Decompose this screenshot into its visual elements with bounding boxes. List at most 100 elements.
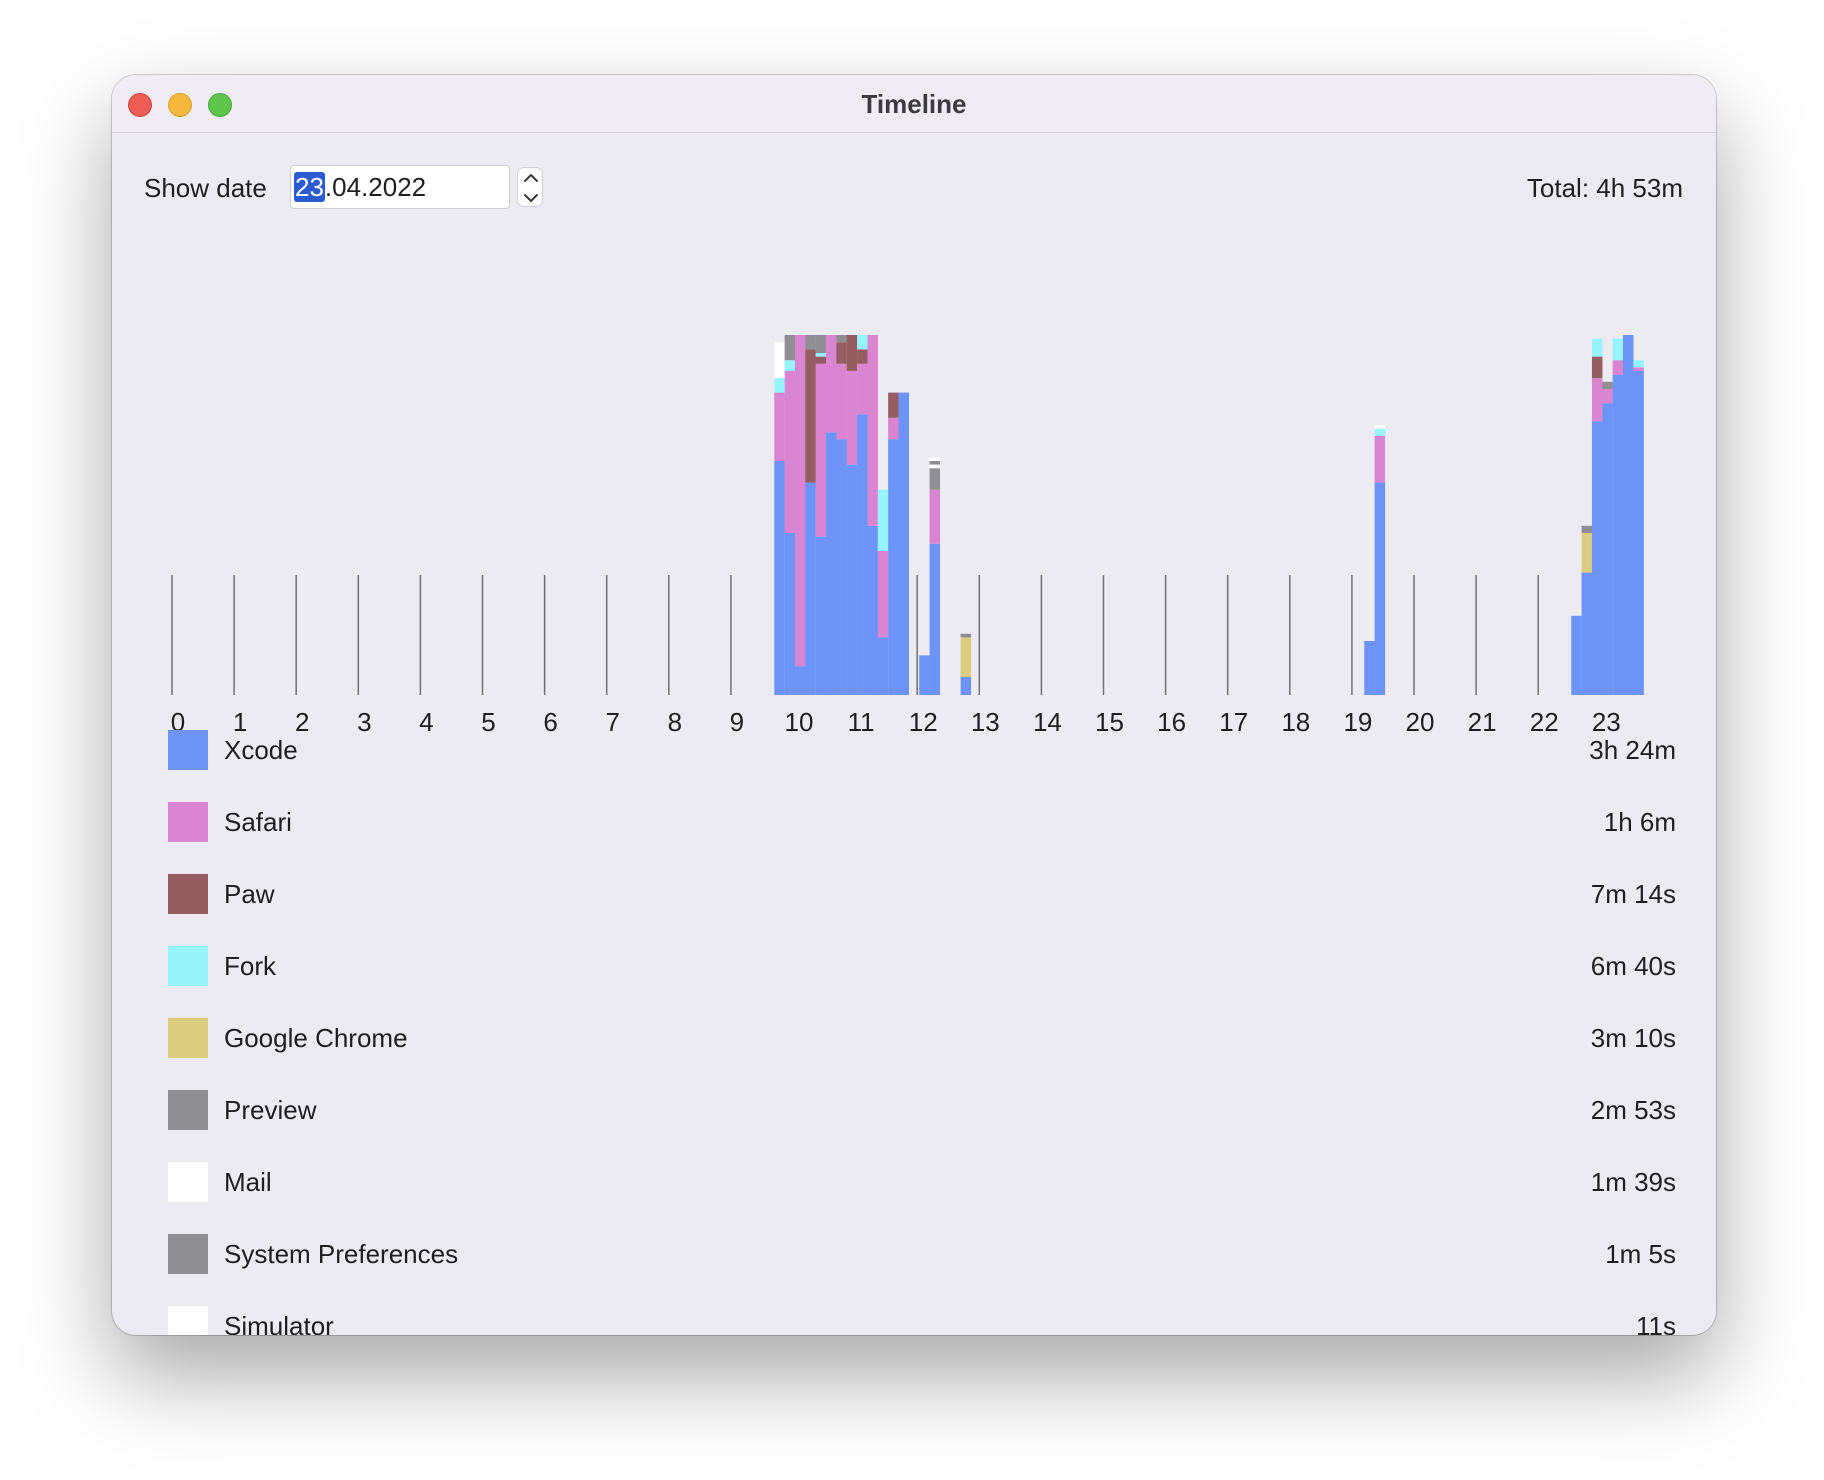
date-stepper[interactable]	[517, 167, 543, 207]
bar-segment	[815, 335, 827, 353]
legend-app-name: Fork	[224, 951, 276, 981]
bar-segment	[805, 349, 816, 483]
hour-tick-label: 16	[1157, 707, 1186, 735]
date-rest-segment[interactable]: .04.2022	[324, 172, 427, 202]
bar-segment	[784, 533, 796, 695]
bar-segment	[1633, 367, 1644, 371]
bar-segment	[815, 353, 827, 357]
legend-item: Google Chrome 3m 10s	[168, 1018, 1676, 1062]
bar-segment	[815, 363, 827, 537]
total-time: Total: 4h 53m	[1526, 173, 1683, 203]
hour-tick-label: 1	[233, 707, 247, 735]
legend-app-name: Xcode	[224, 735, 298, 765]
bar-segment	[960, 633, 972, 638]
legend-app-time: 7m 14s	[1590, 879, 1676, 909]
bar-segment	[836, 363, 847, 440]
hour-tick-label: 8	[668, 707, 682, 735]
date-field[interactable]: 23.04.2022	[290, 165, 510, 209]
bar-segment	[846, 335, 858, 371]
bar-segment	[784, 371, 796, 533]
bar-segment	[1581, 572, 1593, 695]
legend-swatch	[168, 1162, 208, 1202]
bar-segment	[805, 335, 816, 350]
hour-tick-label: 5	[481, 707, 495, 735]
bar-segment	[919, 655, 930, 695]
legend-app-time: 2m 53s	[1590, 1095, 1676, 1125]
close-button[interactable]	[128, 93, 152, 117]
chevron-up-icon[interactable]	[524, 174, 538, 182]
legend-item: Fork 6m 40s	[168, 946, 1676, 990]
bar-segment	[929, 461, 941, 465]
legend-swatch	[168, 1234, 208, 1274]
hour-tick-label: 4	[419, 707, 433, 735]
legend-app-time: 11s	[1636, 1311, 1676, 1335]
legend-app-name: Paw	[224, 879, 275, 909]
bar-segment	[1364, 641, 1375, 695]
chevron-down-icon[interactable]	[524, 194, 538, 202]
legend-app-time: 3m 10s	[1590, 1023, 1676, 1053]
bar-segment	[836, 342, 847, 364]
legend-swatch	[168, 802, 208, 842]
bar-segment	[1602, 381, 1613, 389]
bar-segment	[815, 536, 827, 695]
timeline-chart: 0 1 2 3 4 5 6 7 8 9 10 11 12 13 14 15 16 17 18 19 20 21 22 23	[171, 335, 1644, 735]
bar-segment	[1374, 428, 1386, 436]
bar-segment	[836, 439, 847, 695]
bar-segment	[857, 414, 868, 695]
date-day-segment[interactable]: 23	[294, 172, 325, 202]
hour-tick-label: 14	[1033, 707, 1062, 735]
bar-segment	[774, 461, 785, 695]
title-bar: Timeline	[112, 75, 1716, 133]
bar-segment	[857, 363, 868, 415]
bar-segment	[888, 417, 899, 440]
legend-swatch	[168, 1306, 208, 1335]
hour-tick-label: 12	[909, 707, 938, 735]
legend-app-name: Preview	[224, 1095, 317, 1125]
legend-item: System Preferences 1m 5s	[168, 1234, 1676, 1278]
bar-segment	[1612, 360, 1624, 375]
legend-swatch	[168, 1090, 208, 1130]
bar-segment	[1591, 338, 1603, 357]
bar-segment	[1612, 374, 1624, 695]
bar-segment	[1581, 533, 1593, 573]
bar-segment	[888, 439, 899, 695]
bar-segment	[846, 464, 858, 695]
bar-segment	[929, 468, 941, 490]
timeline-window: Timeline Show date 23.04.2022 Total: 4h …	[112, 75, 1716, 1335]
bar-segment	[1374, 425, 1386, 429]
window-title: Timeline	[861, 89, 967, 119]
zoom-button[interactable]	[208, 93, 232, 117]
hour-tick-label: 11	[848, 707, 875, 735]
bar-segment	[815, 356, 827, 364]
legend-swatch	[168, 1018, 208, 1058]
bar-segment	[857, 335, 868, 350]
legend-app-name: System Preferences	[224, 1239, 459, 1269]
legend-app-time: 1m 5s	[1605, 1239, 1676, 1269]
legend-app-name: Google Chrome	[224, 1023, 408, 1053]
show-date-label: Show date	[144, 173, 267, 203]
hour-tick-label: 18	[1281, 707, 1310, 735]
legend-item: Safari 1h 6m	[168, 802, 1676, 846]
legend-item: Xcode 3h 24m	[168, 730, 1676, 774]
hour-tick-label: 6	[543, 707, 557, 735]
bar-segment	[774, 392, 785, 461]
legend-swatch	[168, 874, 208, 914]
bar-segment	[1623, 335, 1634, 695]
bar-segment	[1602, 389, 1613, 404]
legend-app-time: 1h 6m	[1603, 807, 1676, 837]
bar-segment	[1612, 338, 1624, 361]
minimize-button[interactable]	[168, 93, 192, 117]
hour-tick-label: 7	[605, 707, 619, 735]
bar-segment	[888, 392, 899, 418]
bar-segment	[877, 637, 889, 695]
bar-segment	[929, 464, 941, 469]
hour-tick-label: 17	[1219, 707, 1248, 735]
bar-segment	[929, 543, 941, 695]
legend-app-name: Safari	[224, 807, 292, 837]
legend-item: Mail 1m 39s	[168, 1162, 1676, 1206]
legend-item: Preview 2m 53s	[168, 1090, 1676, 1134]
bar-segment	[1591, 421, 1603, 695]
bar-segment	[1591, 378, 1603, 422]
bar-segment	[867, 525, 878, 695]
bar-segment	[1633, 360, 1644, 368]
